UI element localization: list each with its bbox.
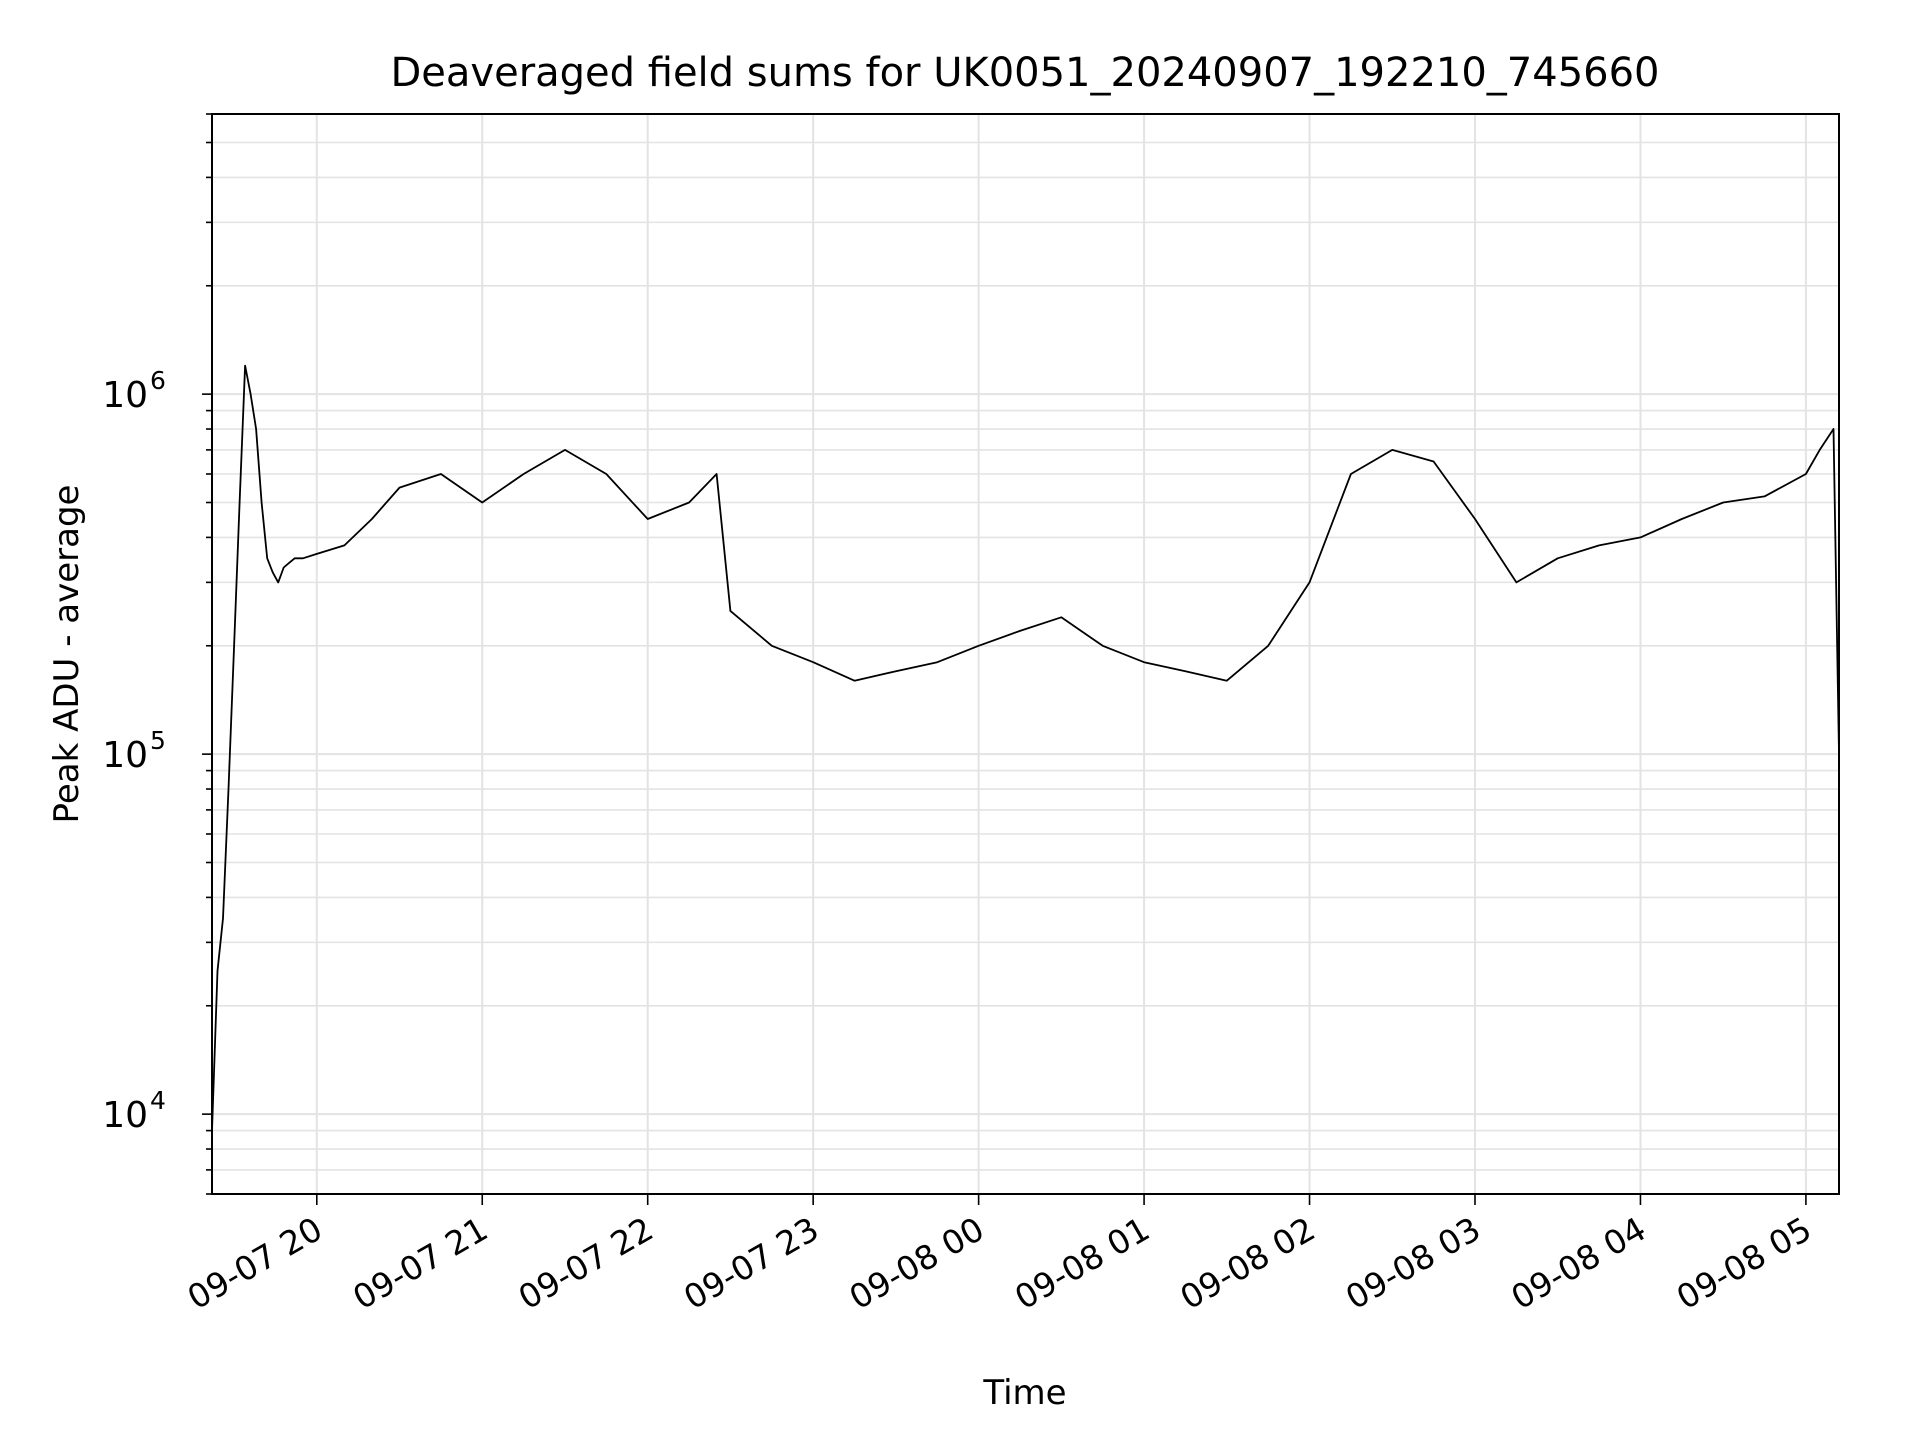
y-axis-label: Peak ADU - average <box>47 485 87 824</box>
series-line <box>211 364 1840 1131</box>
y-tick-exponent: 5 <box>150 726 166 755</box>
y-tick-label: 10 4 <box>102 1086 166 1136</box>
y-tick-base: 10 <box>102 1095 148 1136</box>
y-tick-base: 10 <box>102 375 148 416</box>
chart-title: Deaveraged field sums for UK0051_2024090… <box>390 50 1659 96</box>
y-tick-base: 10 <box>102 735 148 776</box>
y-tick-label: 10 5 <box>102 726 166 776</box>
plot-frame <box>211 113 1840 1195</box>
grid-lines <box>212 113 1839 1195</box>
y-tick-label: 10 6 <box>102 366 166 416</box>
y-tick-exponent: 4 <box>150 1086 166 1115</box>
series-layer <box>211 364 1840 1131</box>
y-tick-exponent: 6 <box>150 366 166 395</box>
x-axis-label: Time <box>982 1373 1066 1413</box>
